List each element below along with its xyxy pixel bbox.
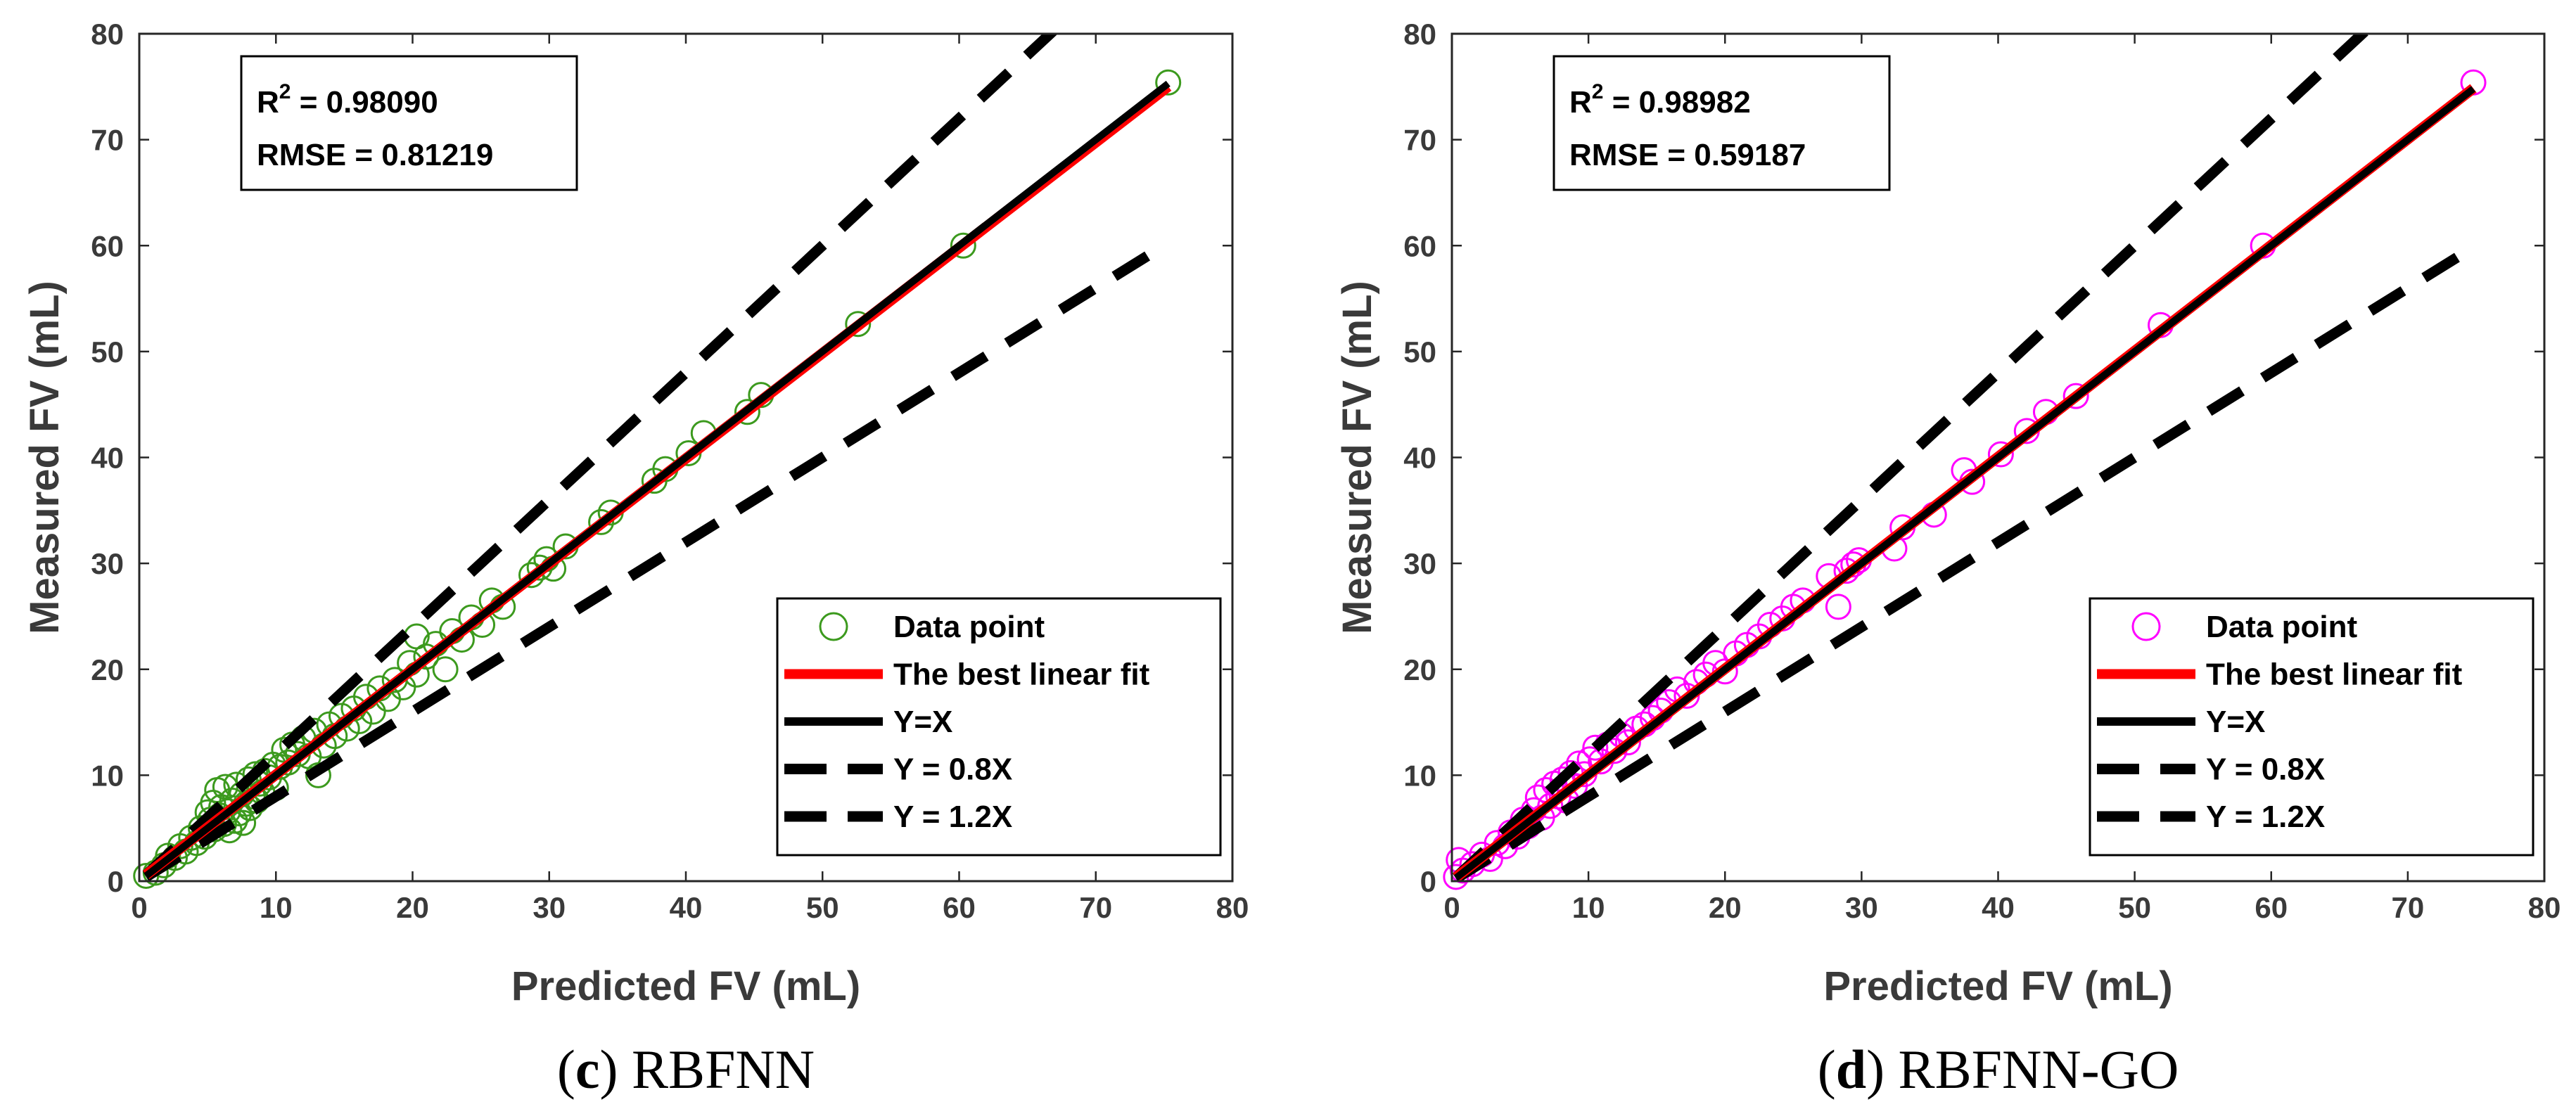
y-tick-label: 0 [108, 865, 124, 898]
y-tick-label: 20 [91, 653, 124, 686]
annotation-box [1552, 55, 1891, 191]
y-tick-label: 40 [1403, 442, 1436, 475]
x-tick-label: 70 [1079, 891, 1112, 924]
y-tick-label: 30 [1403, 547, 1436, 580]
legend-label: Y=X [893, 705, 952, 739]
data-point [2062, 383, 2089, 409]
line-y-x [1453, 86, 2476, 881]
legend-label: The best linear fit [893, 658, 1150, 692]
x-tick-label: 50 [806, 891, 839, 924]
legend-marker-data-point [819, 612, 848, 641]
data-point [588, 508, 615, 535]
line-y-1.2x [1452, 34, 2371, 881]
x-tick-label: 40 [670, 891, 703, 924]
y-tick-label: 80 [1403, 18, 1436, 51]
y-tick-label: 50 [1403, 335, 1436, 368]
legend-label: Y = 1.2X [2206, 800, 2325, 834]
y-tick-label: 50 [91, 335, 124, 368]
y-tick-label: 60 [91, 229, 124, 262]
x-tick-label: 50 [2118, 891, 2151, 924]
annotation-box [240, 55, 578, 191]
reference-lines [142, 34, 1172, 881]
data-point [845, 311, 872, 338]
line-y-0.8x [1453, 243, 2477, 881]
y-tick-label: 80 [91, 18, 124, 51]
x-tick-label: 70 [2392, 891, 2425, 924]
rmse-text: RMSE = 0.59187 [1569, 138, 1806, 172]
x-tick-label: 0 [1443, 891, 1460, 924]
r2-text: R2 = 0.98982 [1569, 80, 1751, 120]
y-tick-label: 0 [1420, 865, 1436, 898]
line-y-0.8x [143, 238, 1171, 881]
panel-caption: (c) RBFNN [557, 1039, 815, 1100]
panel-c: 0 10 20 30 40 50 60 70 80 0 10 20 30 40 50 60 70 80 R2 = 0… [22, 18, 1249, 1100]
y-tick-label: 20 [1403, 653, 1436, 686]
y-tick-label: 60 [1403, 229, 1436, 262]
x-tick-label: 30 [1845, 891, 1878, 924]
x-tick-label: 10 [1572, 891, 1605, 924]
legend-label: Y = 0.8X [893, 752, 1012, 787]
x-tick-label: 60 [2255, 891, 2288, 924]
data-point [305, 762, 331, 788]
x-tick-label: 0 [131, 891, 147, 924]
x-tick-label: 40 [1982, 891, 2015, 924]
y-tick-label: 70 [1403, 124, 1436, 157]
panel-d: 0 10 20 30 40 50 60 70 80 0 10 20 30 40 50 60 70 80 R2 = 0… [1334, 18, 2561, 1100]
y-axis-label: Measured FV (mL) [22, 281, 68, 634]
reference-lines [1452, 34, 2477, 881]
legend-label: Y = 1.2X [893, 800, 1012, 834]
panel-caption: (d) RBFNN-GO [1818, 1039, 2179, 1100]
data-point [1987, 441, 2014, 468]
axes-box [1450, 32, 2546, 883]
y-tick-label: 70 [91, 124, 124, 157]
legend-label: Y = 0.8X [2206, 752, 2325, 787]
x-tick-label: 20 [396, 891, 429, 924]
y-tick-label: 10 [1403, 759, 1436, 792]
line-y-x [144, 80, 1171, 879]
data-point [950, 232, 976, 259]
axes-box [138, 32, 1234, 883]
x-axis-label: Predicted FV (mL) [1823, 963, 2172, 1009]
data-point [1155, 69, 1182, 96]
data-point [432, 656, 459, 683]
legend-marker-data-point [2131, 612, 2161, 641]
y-tick-label: 40 [91, 442, 124, 475]
r2-text: R2 = 0.98090 [257, 80, 438, 120]
x-tick-label: 80 [1216, 891, 1249, 924]
x-axis-label: Predicted FV (mL) [511, 963, 860, 1009]
line-y-1.2x [142, 34, 1059, 879]
data-point [1825, 594, 1851, 620]
legend-label: Data point [2206, 610, 2357, 644]
x-tick-label: 30 [533, 891, 566, 924]
y-axis-label: Measured FV (mL) [1334, 281, 1380, 634]
x-tick-label: 10 [260, 891, 293, 924]
x-tick-label: 80 [2528, 891, 2561, 924]
y-tick-label: 10 [91, 759, 124, 792]
x-tick-label: 60 [943, 891, 976, 924]
legend-label: The best linear fit [2206, 658, 2463, 692]
legend-label: Y=X [2206, 705, 2265, 739]
data-point [1582, 734, 1609, 761]
legend-label: Data point [893, 610, 1045, 644]
rmse-text: RMSE = 0.81219 [257, 138, 493, 172]
data-point [1614, 729, 1641, 756]
data-point [734, 399, 760, 425]
x-tick-label: 20 [1709, 891, 1742, 924]
y-tick-label: 30 [91, 547, 124, 580]
